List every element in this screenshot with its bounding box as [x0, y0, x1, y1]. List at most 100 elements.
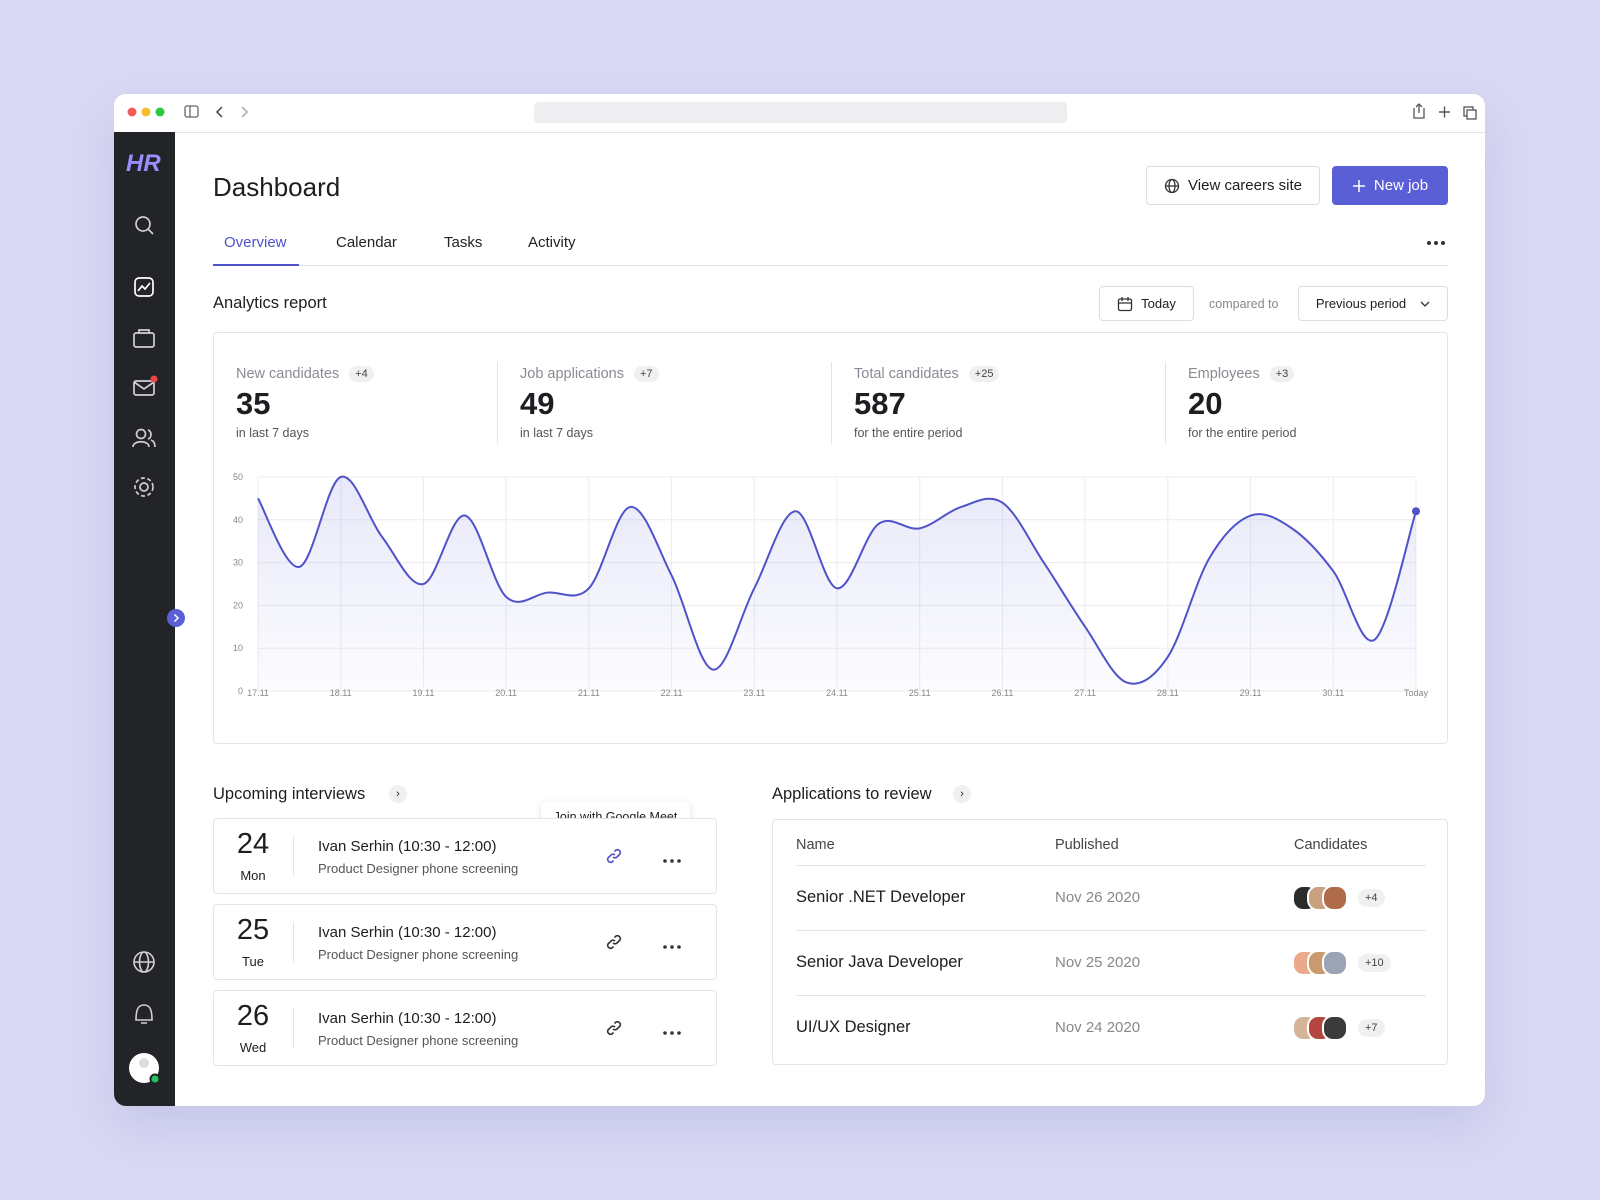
y-tick-label: 50: [233, 472, 243, 482]
button-label: Today: [1141, 296, 1176, 311]
x-tick-label: 21.11: [578, 688, 600, 698]
section-link[interactable]: ›: [953, 785, 971, 803]
interview-card: [213, 990, 717, 1066]
stat-label: Employees: [1188, 366, 1260, 382]
y-tick-label: 40: [233, 515, 243, 525]
x-tick-label: 29.11: [1240, 688, 1262, 698]
row-divider: [796, 930, 1426, 931]
interview-card: [213, 818, 717, 894]
x-tick-label: 22.11: [661, 688, 683, 698]
tab[interactable]: Activity: [528, 234, 576, 251]
x-tick-label: 18.11: [330, 688, 352, 698]
meet-link[interactable]: [604, 932, 624, 957]
job-published: Nov 24 2020: [1055, 1019, 1141, 1036]
compare-label: compared to: [1209, 297, 1279, 311]
interview-day: 24: [236, 828, 270, 860]
interview-name: Ivan Serhin (10:30 - 12:00): [318, 924, 497, 941]
x-tick-label: 27.11: [1074, 688, 1096, 698]
column-header: Candidates: [1294, 837, 1368, 853]
job-name: UI/UX Designer: [796, 1018, 911, 1036]
interview-day: 26: [236, 1000, 270, 1032]
browser-toolbar: [114, 94, 1485, 133]
sidebar-bottom-icons: [129, 951, 161, 1085]
stat-change: +4: [349, 366, 374, 382]
more-candidates: +4: [1358, 889, 1385, 907]
sidebar-icons: [132, 216, 158, 497]
interview-weekday: Wed: [239, 1040, 267, 1055]
more-candidates: +7: [1358, 1019, 1385, 1037]
tab-divider: [213, 265, 1448, 266]
tab[interactable]: Overview: [224, 234, 287, 251]
new-job-button[interactable]: New job: [1332, 166, 1448, 205]
toolbar-icons: [127, 102, 1477, 123]
logo[interactable]: HR: [126, 150, 161, 177]
stat-label: Job applications: [520, 366, 624, 382]
meet-link[interactable]: [604, 846, 624, 871]
sidebar: HR: [114, 132, 175, 1106]
stat-header: Total candidates +25: [854, 366, 1000, 382]
line: [257, 475, 1417, 685]
section-link[interactable]: ›: [389, 785, 407, 803]
sidebar-toggle[interactable]: [166, 608, 186, 628]
column-header: Name: [796, 837, 835, 853]
interview-weekday: Tue: [242, 954, 264, 969]
more-candidates: +10: [1358, 954, 1391, 972]
interview-day: 25: [236, 914, 270, 946]
x-tick-label: 28.11: [1157, 688, 1179, 698]
x-tick-label: Today: [1404, 688, 1429, 698]
job-published: Nov 26 2020: [1055, 889, 1141, 906]
candidate-avatar: [1322, 950, 1348, 976]
job-name: Senior .NET Developer: [796, 888, 966, 906]
x-tick-label: 20.11: [495, 688, 517, 698]
date-button[interactable]: Today: [1099, 286, 1194, 321]
more-menu[interactable]: [662, 1024, 682, 1042]
y-tick-label: 30: [233, 558, 243, 568]
stat-label: Total candidates: [854, 366, 959, 382]
stat-header: Job applications +7: [520, 366, 659, 382]
stat-change: +3: [1269, 366, 1295, 382]
line-chart: 0 10 20 30 40 50 17.11 18.11 19.11 20.11 21.11 22.1…: [233, 472, 1429, 698]
meet-link[interactable]: [604, 1018, 624, 1043]
more-menu[interactable]: [662, 852, 682, 870]
period-select[interactable]: Previous period: [1298, 286, 1448, 321]
x-tick-label: 17.11: [247, 688, 269, 698]
interview-description: Product Designer phone screening: [318, 1033, 519, 1048]
stat-note: for the entire period: [854, 426, 963, 440]
stat-change: +7: [634, 366, 659, 382]
button-label: View careers site: [1188, 177, 1302, 194]
stat-divider: [497, 362, 498, 444]
stat-note: in last 7 days: [236, 426, 309, 440]
careers-button[interactable]: View careers site: [1146, 166, 1320, 205]
stat-note: in last 7 days: [520, 426, 593, 440]
interview-description: Product Designer phone screening: [318, 861, 519, 876]
x-tick-label: 25.11: [909, 688, 931, 698]
x-tick-label: 24.11: [826, 688, 848, 698]
y-tick-label: 0: [238, 686, 243, 696]
stat-note: for the entire period: [1188, 426, 1297, 440]
interview-description: Product Designer phone screening: [318, 947, 519, 962]
divider: [293, 836, 294, 876]
row-divider: [796, 995, 1426, 996]
candidate-avatar: [1322, 1015, 1348, 1041]
stat-value: 20: [1188, 386, 1223, 421]
interview-card: [213, 904, 717, 980]
end-point: [1412, 507, 1420, 516]
job-name: Senior Java Developer: [796, 953, 963, 971]
tab[interactable]: Tasks: [444, 234, 483, 251]
tab[interactable]: Calendar: [336, 234, 397, 251]
more-menu[interactable]: [1425, 236, 1447, 250]
job-published: Nov 25 2020: [1055, 954, 1141, 971]
x-tick-label: 26.11: [991, 688, 1013, 698]
y-tick-label: 10: [233, 643, 243, 653]
stat-header: New candidates +4: [236, 366, 374, 382]
page-title: Dashboard: [213, 172, 341, 202]
candidate-avatar: [1322, 885, 1348, 911]
stat-value: 49: [520, 386, 555, 421]
stat-label: New candidates: [236, 366, 340, 382]
divider: [293, 922, 294, 962]
interview-name: Ivan Serhin (10:30 - 12:00): [318, 1010, 497, 1027]
more-menu[interactable]: [662, 938, 682, 956]
section-title: Analytics report: [213, 294, 327, 312]
section-title: Upcoming interviews: [213, 785, 366, 803]
